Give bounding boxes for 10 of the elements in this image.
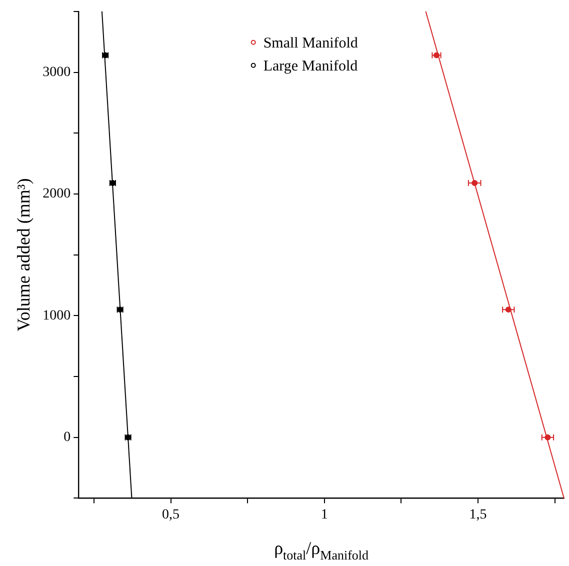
y-tick-label: 1000	[42, 308, 71, 324]
x-tick-label: 1,5	[469, 507, 487, 522]
legend-label: Small Manifold	[263, 35, 358, 52]
x-tick-label: 1	[320, 507, 328, 522]
x-tick-label: 0,5	[162, 507, 180, 522]
y-tick-label: 0	[64, 430, 71, 446]
y-axis-title: Volume added (mm³)	[14, 178, 34, 332]
y-tick-label: 2000	[42, 186, 71, 202]
y-tick-label: 3000	[42, 64, 71, 80]
legend-label: Large Manifold	[263, 58, 358, 74]
